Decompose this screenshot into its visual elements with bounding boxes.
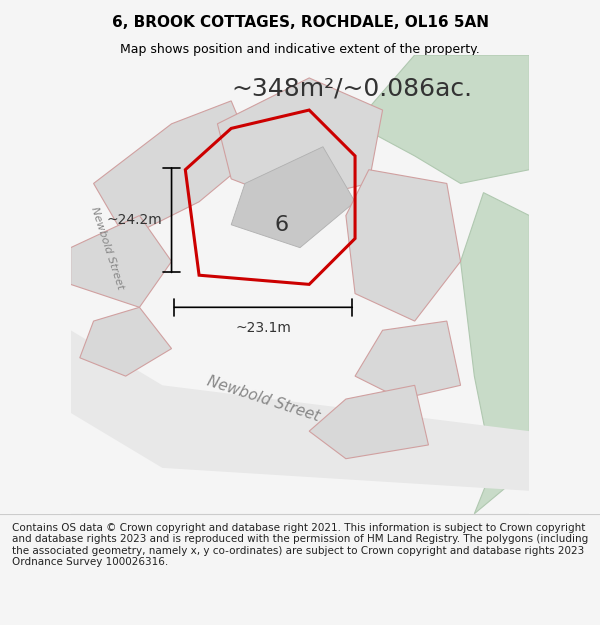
Text: Newbold Street: Newbold Street — [89, 205, 125, 290]
Text: Newbold Street: Newbold Street — [205, 374, 322, 424]
Polygon shape — [355, 55, 529, 184]
Text: 6: 6 — [275, 215, 289, 235]
Text: Contains OS data © Crown copyright and database right 2021. This information is : Contains OS data © Crown copyright and d… — [12, 522, 588, 568]
Polygon shape — [80, 308, 172, 376]
Text: ~23.1m: ~23.1m — [235, 321, 291, 335]
Text: Map shows position and indicative extent of the property.: Map shows position and indicative extent… — [120, 43, 480, 56]
Text: ~24.2m: ~24.2m — [107, 213, 163, 227]
Text: 6, BROOK COTTAGES, ROCHDALE, OL16 5AN: 6, BROOK COTTAGES, ROCHDALE, OL16 5AN — [112, 16, 488, 31]
Polygon shape — [71, 330, 529, 491]
Polygon shape — [71, 216, 172, 308]
Polygon shape — [309, 385, 428, 459]
Text: ~348m²/~0.086ac.: ~348m²/~0.086ac. — [231, 77, 472, 101]
Polygon shape — [217, 78, 383, 202]
Polygon shape — [231, 147, 355, 248]
Polygon shape — [461, 192, 529, 514]
Polygon shape — [355, 321, 461, 399]
Polygon shape — [346, 169, 461, 321]
Polygon shape — [94, 101, 254, 239]
